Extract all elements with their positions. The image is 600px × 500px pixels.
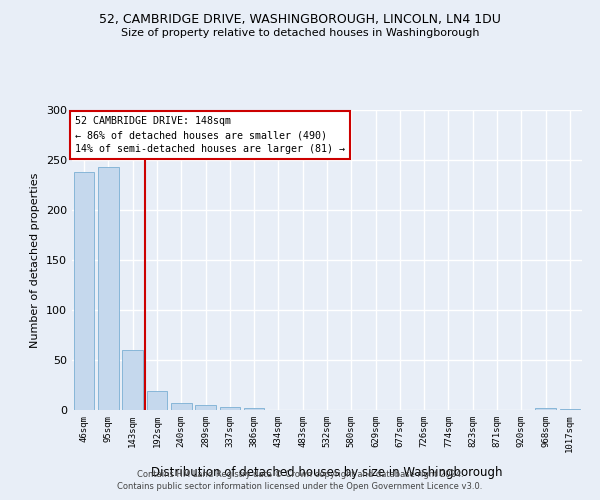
Bar [122,350,143,410]
Bar [146,391,167,410]
Text: Contains HM Land Registry data © Crown copyright and database right 2024.: Contains HM Land Registry data © Crown c… [137,470,463,479]
Bar [74,172,94,410]
Bar [244,408,265,410]
Bar [560,409,580,410]
Y-axis label: Number of detached properties: Number of detached properties [31,172,40,348]
Text: Contains public sector information licensed under the Open Government Licence v3: Contains public sector information licen… [118,482,482,491]
X-axis label: Distribution of detached houses by size in Washingborough: Distribution of detached houses by size … [151,466,503,479]
Text: 52, CAMBRIDGE DRIVE, WASHINGBOROUGH, LINCOLN, LN4 1DU: 52, CAMBRIDGE DRIVE, WASHINGBOROUGH, LIN… [99,12,501,26]
Text: 52 CAMBRIDGE DRIVE: 148sqm
← 86% of detached houses are smaller (490)
14% of sem: 52 CAMBRIDGE DRIVE: 148sqm ← 86% of deta… [74,116,344,154]
Bar [171,403,191,410]
Bar [98,167,119,410]
Bar [220,407,240,410]
Bar [535,408,556,410]
Bar [195,405,216,410]
Text: Size of property relative to detached houses in Washingborough: Size of property relative to detached ho… [121,28,479,38]
